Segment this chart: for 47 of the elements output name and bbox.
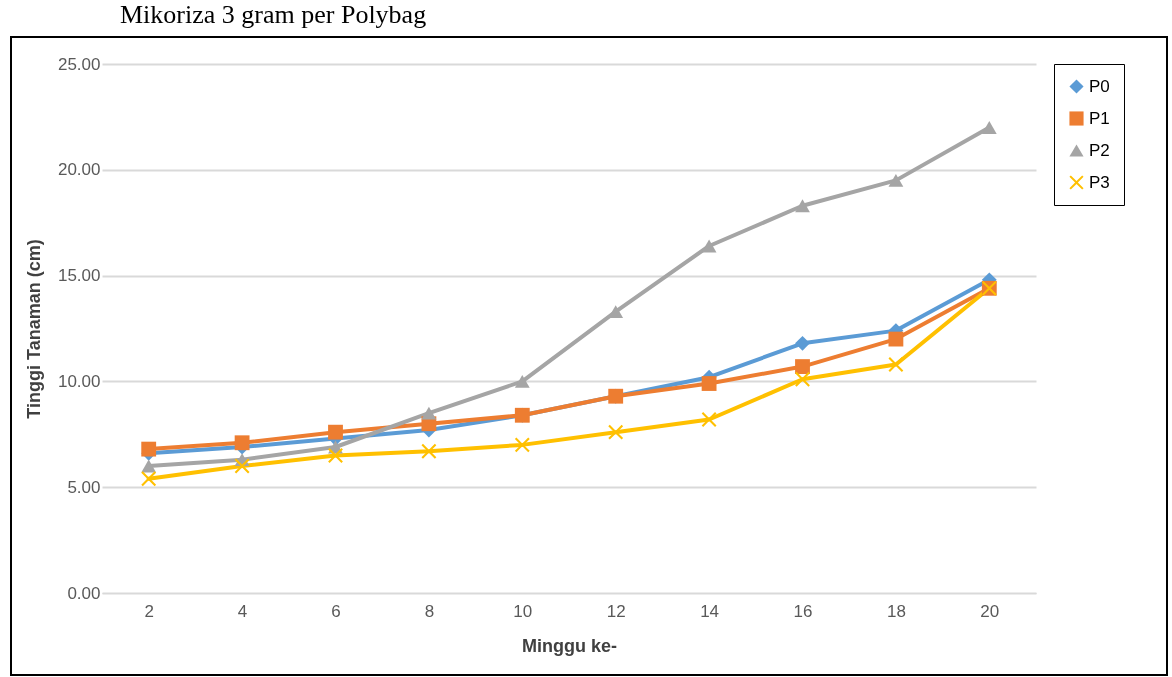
x-tick-label: 2 [144, 601, 154, 621]
point [888, 357, 904, 372]
point [795, 359, 810, 374]
point [234, 435, 250, 451]
point [234, 458, 250, 474]
x-tick-label: 14 [700, 601, 720, 621]
point [421, 443, 437, 459]
y-tick-label: 15.00 [57, 266, 101, 286]
point [328, 448, 343, 463]
x-tick-label: 8 [424, 601, 435, 621]
point [141, 471, 157, 487]
y-tick-label: 10.00 [57, 371, 101, 391]
point [795, 199, 810, 213]
x-tick-label: 6 [331, 601, 341, 621]
point [514, 374, 530, 388]
y-tick-label: 20.00 [57, 160, 101, 180]
legend-label: P0 [1089, 76, 1110, 96]
point [608, 305, 624, 318]
point [328, 424, 343, 440]
point [888, 173, 904, 187]
legend-label: P1 [1089, 108, 1110, 128]
y-tick-label: 0.00 [67, 583, 101, 603]
x-tick-label: 18 [886, 601, 906, 621]
legend-label: P2 [1089, 140, 1110, 160]
point [701, 376, 717, 391]
point [701, 412, 717, 427]
point [888, 331, 904, 347]
x-tick-label: 10 [513, 601, 533, 621]
point [795, 371, 810, 387]
point [141, 459, 157, 473]
point [141, 441, 157, 457]
point [981, 121, 997, 134]
y-tick-label: 25.00 [57, 54, 101, 74]
x-axis-title: Minggu ke- [522, 635, 617, 656]
point [701, 239, 717, 253]
y-tick-label: 5.00 [67, 477, 101, 497]
y-axis-title: Tinggi Tanaman (cm) [23, 239, 44, 419]
x-tick-label: 12 [606, 601, 626, 621]
point [795, 335, 810, 351]
x-tick-label: 20 [980, 601, 1000, 621]
x-tick-label: 4 [237, 601, 248, 621]
point [421, 406, 437, 420]
legend-label: P3 [1089, 172, 1110, 192]
point [514, 437, 530, 453]
point [608, 424, 624, 440]
x-tick-label: 16 [793, 601, 813, 621]
text: Mikoriza 3 gram per Polybag [120, 0, 427, 29]
